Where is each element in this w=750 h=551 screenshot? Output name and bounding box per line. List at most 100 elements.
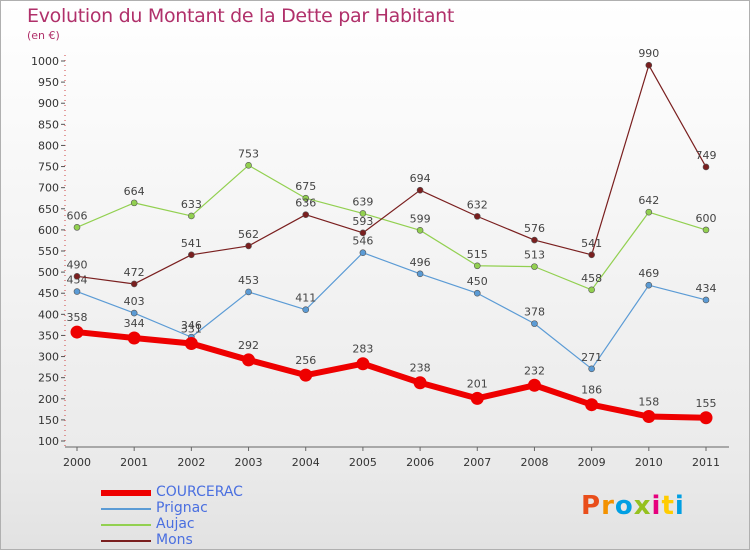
data-point-mons	[588, 251, 595, 259]
data-point-courcerac	[127, 331, 141, 345]
data-point-courcerac	[184, 336, 198, 350]
data-point-aujac	[359, 210, 367, 217]
logo-letter: P	[581, 491, 602, 521]
data-label-courcerac: 331	[181, 322, 202, 335]
legend-label: Aujac	[156, 516, 195, 532]
data-point-mons	[416, 186, 424, 194]
data-label-aujac: 600	[696, 212, 717, 225]
y-tick-label: 100	[38, 435, 59, 448]
data-label-prignac: 271	[581, 351, 602, 364]
logo-letter: r	[601, 491, 615, 521]
data-point-mons	[473, 213, 481, 220]
y-tick-label: 500	[38, 266, 59, 279]
data-point-mons	[531, 236, 538, 244]
data-label-prignac: 453	[238, 274, 259, 287]
data-point-courcerac	[299, 368, 313, 382]
series-line-courcerac	[76, 329, 707, 421]
y-tick-label: 900	[38, 97, 59, 110]
legend-item-mons: Mons	[101, 532, 301, 549]
y-tick-label: 600	[38, 224, 59, 237]
data-label-mons: 694	[410, 172, 431, 185]
data-point-prignac	[73, 288, 81, 295]
data-point-courcerac	[470, 391, 484, 405]
legend-swatch	[101, 540, 151, 542]
legend-label: Prignac	[156, 500, 208, 516]
y-tick-label: 850	[38, 118, 59, 131]
y-tick-label: 800	[38, 139, 59, 152]
x-tick-label: 2008	[520, 456, 548, 469]
data-label-aujac: 513	[524, 249, 545, 262]
data-point-aujac	[130, 199, 138, 207]
data-point-prignac	[245, 288, 252, 296]
logo-letter: i	[674, 491, 685, 521]
data-label-courcerac: 344	[124, 317, 145, 330]
data-label-prignac: 411	[295, 292, 316, 305]
legend-item-courcerac: COURCERAC	[101, 484, 301, 501]
data-point-aujac	[531, 263, 538, 270]
data-point-aujac	[645, 208, 653, 216]
data-label-aujac: 633	[181, 198, 202, 211]
data-point-prignac	[359, 249, 367, 256]
data-label-courcerac: 256	[295, 354, 316, 367]
data-label-prignac: 450	[467, 275, 488, 288]
x-tick-label: 2010	[635, 456, 663, 469]
data-point-prignac	[416, 270, 424, 278]
legend-label: COURCERAC	[156, 484, 243, 500]
data-label-courcerac: 232	[524, 364, 545, 377]
data-point-aujac	[702, 226, 710, 234]
data-point-prignac	[531, 320, 538, 327]
y-tick-label: 750	[38, 161, 59, 174]
data-label-courcerac: 155	[696, 397, 717, 410]
chart-legend: COURCERAC Prignac Aujac Mons	[101, 484, 301, 549]
chart-title: Evolution du Montant de la Dette par Hab…	[27, 5, 455, 27]
data-label-mons: 472	[124, 266, 145, 279]
y-tick-label: 350	[38, 329, 59, 342]
data-label-prignac: 496	[410, 256, 431, 269]
data-label-mons: 541	[581, 237, 602, 250]
data-point-aujac	[188, 212, 195, 220]
data-label-mons: 990	[638, 47, 659, 60]
y-tick-label: 400	[38, 308, 59, 321]
data-point-prignac	[702, 296, 710, 304]
data-point-mons	[73, 273, 81, 280]
logo-letter: i	[651, 491, 662, 521]
data-point-aujac	[473, 262, 481, 270]
legend-item-aujac: Aujac	[101, 516, 301, 533]
data-point-aujac	[73, 224, 81, 231]
y-tick-label: 200	[38, 393, 59, 406]
data-label-courcerac: 283	[352, 343, 373, 356]
data-point-aujac	[302, 194, 310, 202]
data-label-mons: 576	[524, 222, 545, 235]
series-line-aujac	[76, 164, 707, 291]
x-tick-label: 2002	[177, 456, 205, 469]
x-tick-label: 2005	[349, 456, 377, 469]
x-tick-label: 2006	[406, 456, 434, 469]
data-label-prignac: 546	[352, 235, 373, 248]
data-point-aujac	[416, 227, 424, 234]
data-label-mons: 636	[295, 197, 316, 210]
data-point-mons	[188, 251, 195, 259]
data-point-mons	[645, 61, 653, 69]
y-tick-label: 700	[38, 182, 59, 195]
y-tick-label: 450	[38, 287, 59, 300]
data-point-courcerac	[356, 357, 370, 371]
y-tick-label: 950	[38, 76, 59, 89]
y-tick-label: 550	[38, 245, 59, 258]
data-point-courcerac	[413, 376, 427, 390]
data-label-courcerac: 158	[638, 396, 659, 409]
legend-label: Mons	[156, 532, 193, 548]
x-tick-label: 2001	[120, 456, 148, 469]
data-label-mons: 749	[696, 149, 717, 162]
data-label-aujac: 753	[238, 147, 259, 160]
x-tick-label: 2011	[692, 456, 720, 469]
data-label-aujac: 599	[410, 212, 431, 225]
data-point-courcerac	[585, 398, 599, 412]
data-point-mons	[359, 229, 367, 237]
data-point-mons	[130, 280, 138, 288]
logo-letter: o	[614, 491, 634, 521]
x-tick-label: 2000	[63, 456, 91, 469]
y-tick-label: 1000	[31, 55, 59, 68]
data-point-aujac	[588, 286, 595, 294]
